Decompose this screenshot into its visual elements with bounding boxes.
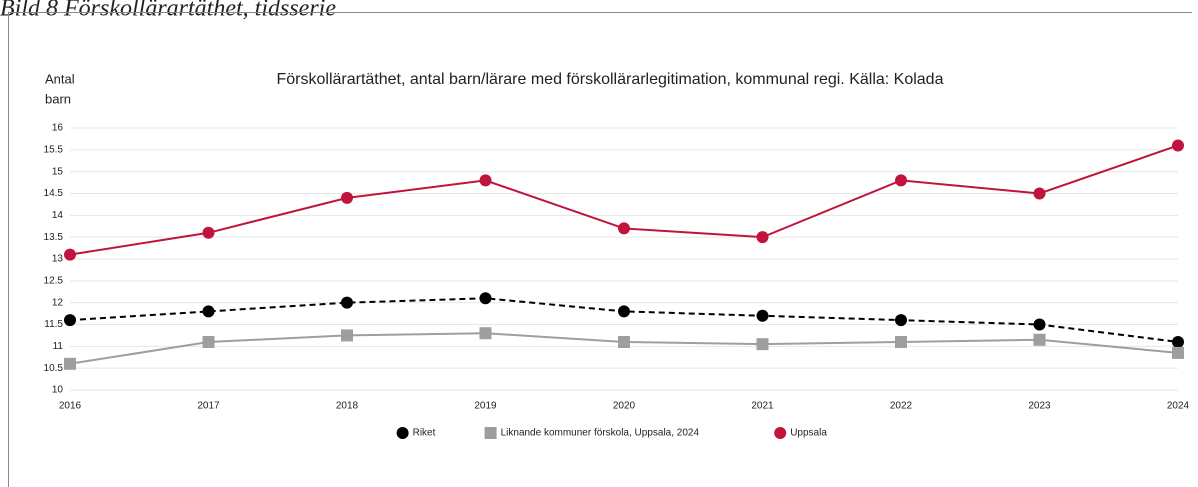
marker xyxy=(1033,187,1046,200)
x-tick-label: 2023 xyxy=(1028,401,1051,412)
marker xyxy=(479,327,492,340)
marker xyxy=(64,314,76,327)
y-tick-label: 11 xyxy=(53,341,64,352)
y-tick-label: 14.5 xyxy=(44,188,64,199)
marker xyxy=(895,335,907,348)
marker xyxy=(202,226,215,239)
series-line xyxy=(69,297,1179,343)
marker xyxy=(1033,333,1046,346)
marker xyxy=(618,335,630,348)
y-axis-label: barn xyxy=(45,91,71,106)
legend-swatch xyxy=(396,427,409,439)
marker xyxy=(1033,318,1046,331)
marker xyxy=(202,335,215,348)
marker xyxy=(618,305,630,318)
x-tick-label: 2018 xyxy=(336,401,359,412)
caption: Bild 8 Förskollärartäthet, tidsserie xyxy=(0,0,336,22)
y-tick-label: 15 xyxy=(52,166,64,177)
y-tick-label: 12 xyxy=(52,297,64,308)
marker xyxy=(479,292,492,305)
marker xyxy=(479,174,492,187)
y-tick-label: 10 xyxy=(52,385,64,396)
legend-label: Uppsala xyxy=(790,428,827,439)
marker xyxy=(756,309,769,322)
x-tick-label: 2020 xyxy=(613,401,636,412)
legend-label: Liknande kommuner förskola, Uppsala, 202… xyxy=(501,428,700,439)
marker xyxy=(341,329,353,342)
y-tick-label: 11.5 xyxy=(44,319,63,330)
y-tick-label: 13 xyxy=(52,254,64,265)
marker xyxy=(756,231,769,244)
y-tick-label: 14 xyxy=(52,210,64,221)
x-tick-label: 2017 xyxy=(197,401,220,412)
y-tick-label: 15.5 xyxy=(44,144,64,155)
x-tick-label: 2024 xyxy=(1167,401,1190,412)
x-tick-label: 2016 xyxy=(59,401,82,412)
marker xyxy=(1172,139,1184,152)
chart-title: Förskollärartäthet, antal barn/lärare me… xyxy=(277,71,944,88)
y-tick-label: 10.5 xyxy=(44,363,64,374)
legend-swatch xyxy=(484,427,497,439)
x-tick-label: 2019 xyxy=(474,401,497,412)
marker xyxy=(64,248,76,261)
x-tick-label: 2022 xyxy=(890,401,913,412)
y-tick-label: 16 xyxy=(52,123,64,134)
frame xyxy=(8,12,1192,487)
marker xyxy=(618,222,630,235)
y-tick-label: 12.5 xyxy=(44,275,64,286)
marker xyxy=(895,314,907,327)
marker xyxy=(1172,335,1184,348)
series-line xyxy=(69,144,1179,256)
legend-label: Riket xyxy=(413,428,436,439)
marker xyxy=(202,305,215,318)
marker xyxy=(895,174,907,187)
marker xyxy=(341,191,353,204)
y-axis-label: Antal xyxy=(45,71,75,86)
marker xyxy=(341,296,353,309)
legend-swatch xyxy=(774,427,787,439)
marker xyxy=(1172,346,1184,359)
marker xyxy=(756,338,769,351)
x-tick-label: 2021 xyxy=(751,401,774,412)
y-tick-label: 13.5 xyxy=(44,232,64,243)
marker xyxy=(64,357,76,370)
